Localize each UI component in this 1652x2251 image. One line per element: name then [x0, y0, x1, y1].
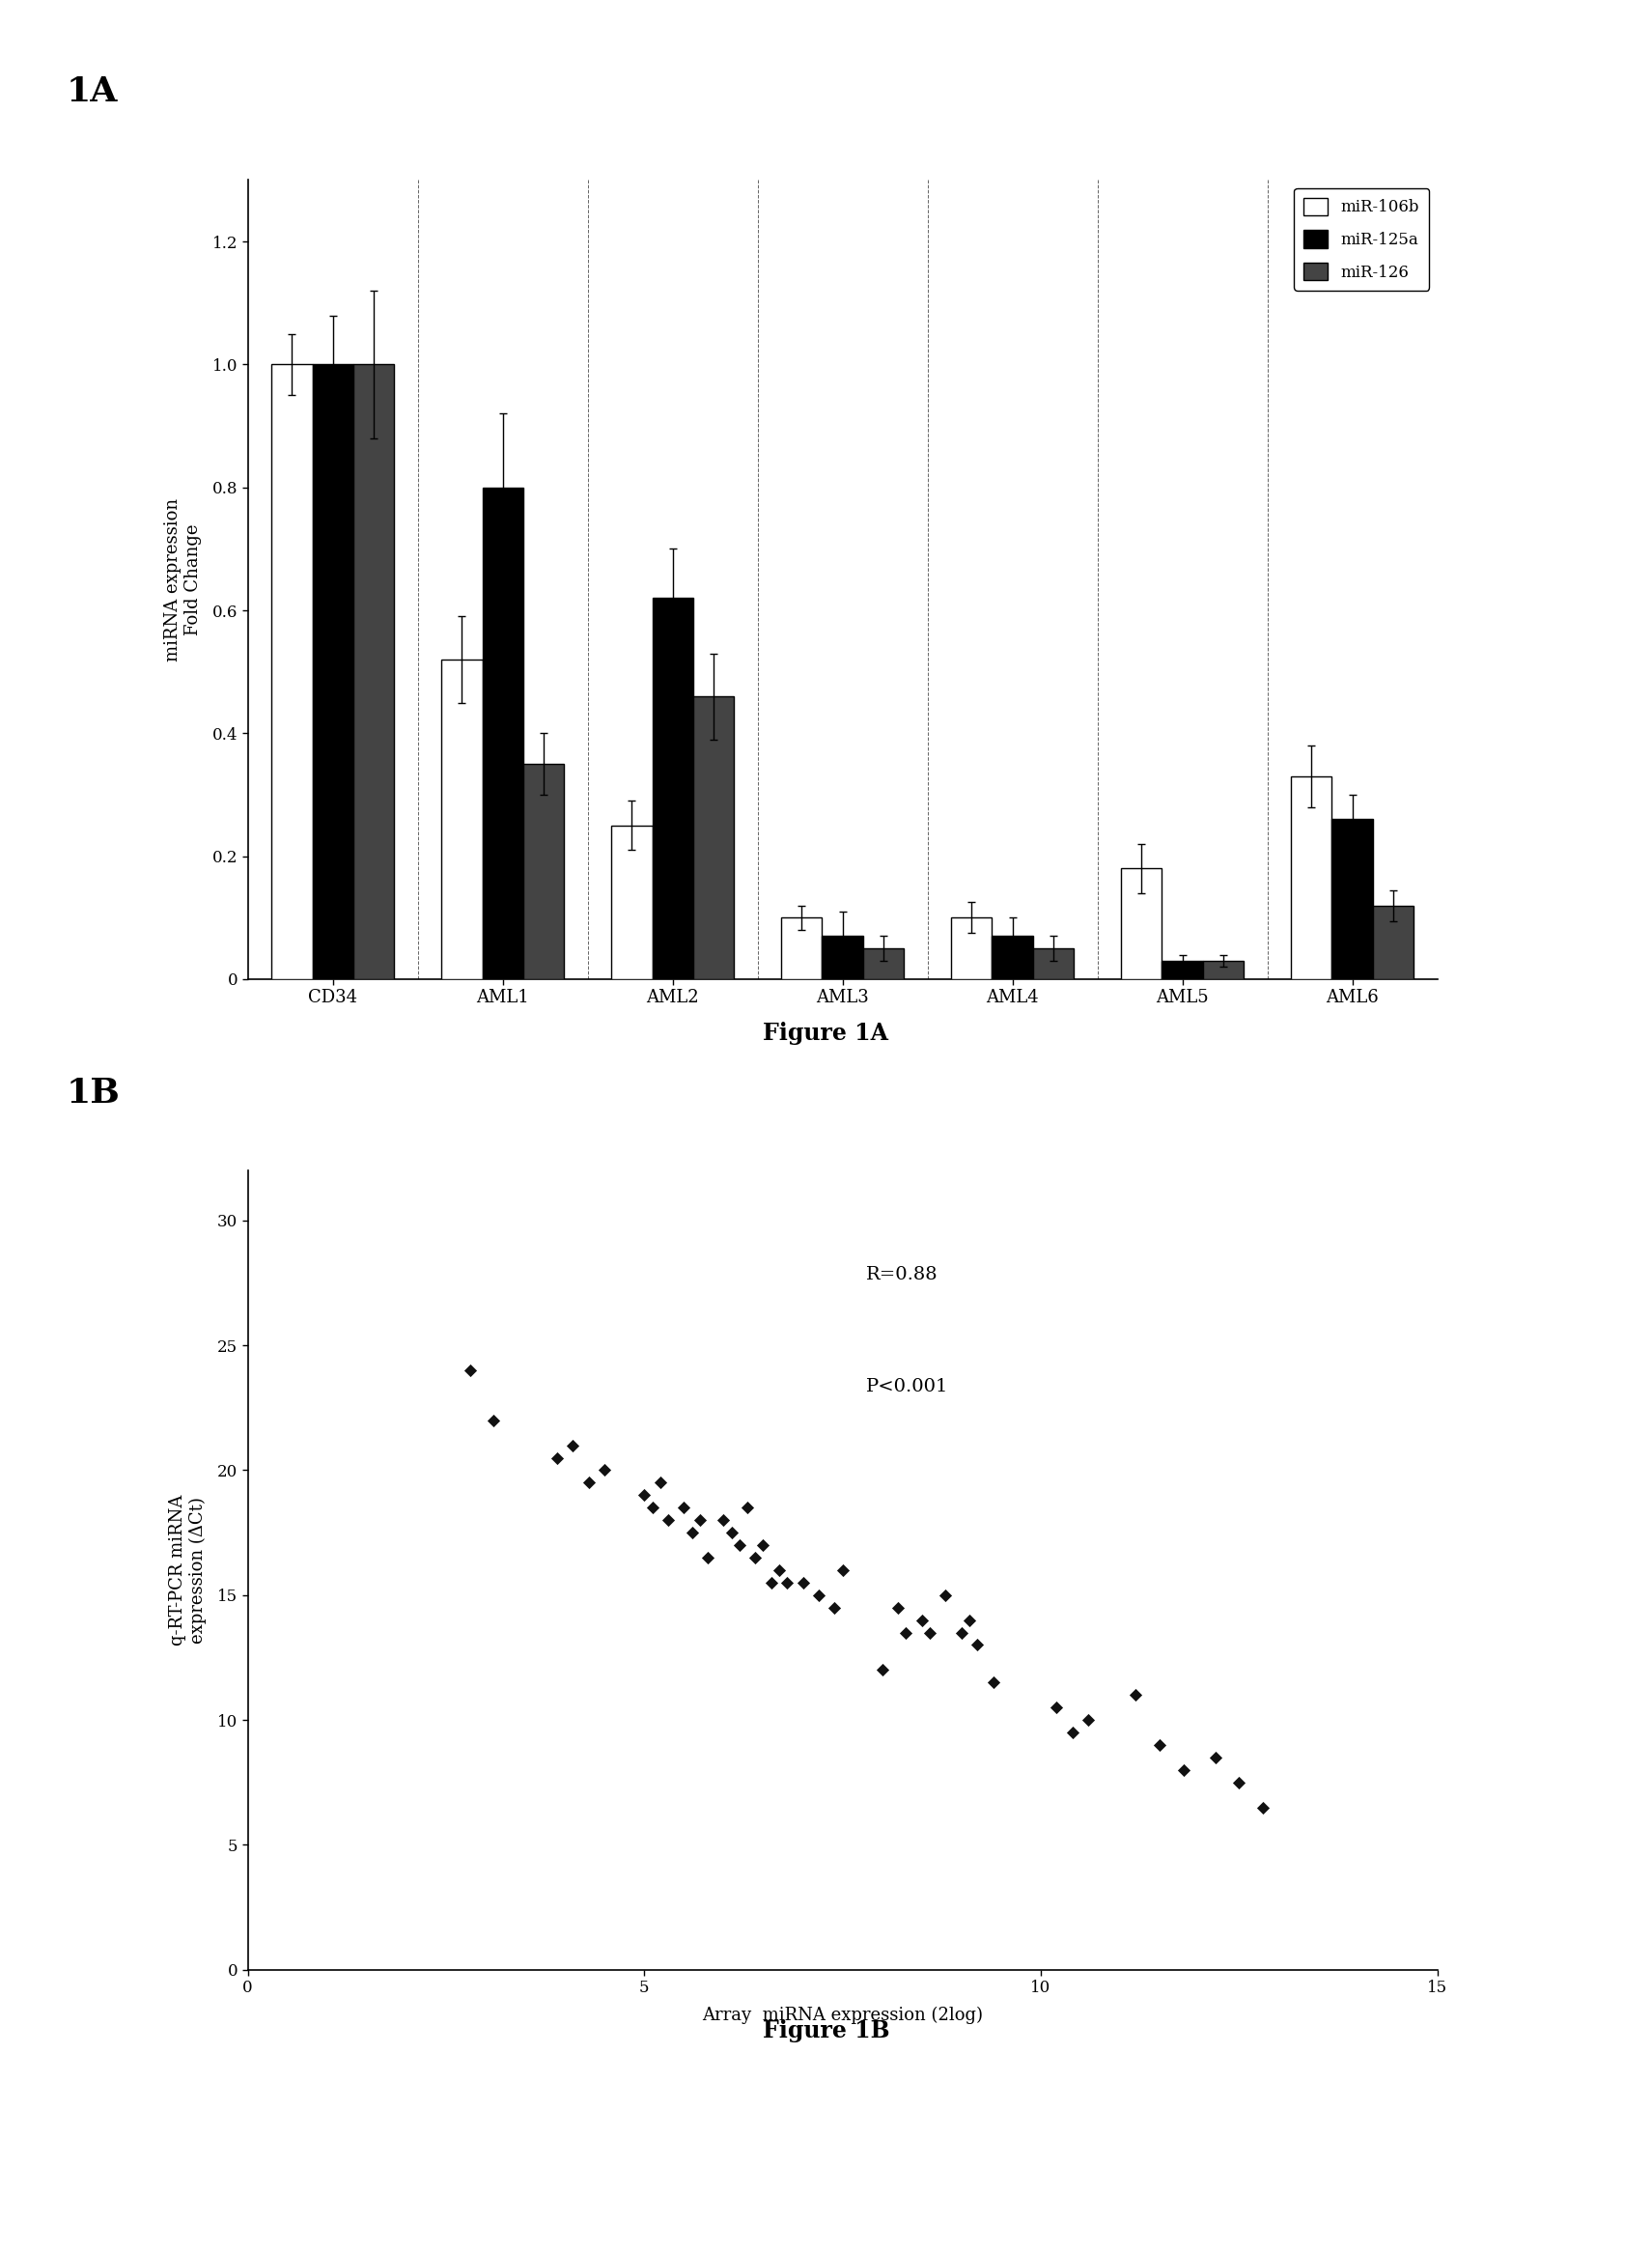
Point — [750, 1526, 776, 1562]
Point — [687, 1501, 714, 1537]
Bar — [354, 365, 393, 979]
Point — [456, 1353, 482, 1389]
Bar — [692, 696, 733, 979]
Bar — [524, 763, 563, 979]
Bar — [1292, 777, 1332, 979]
Point — [648, 1465, 674, 1501]
Point — [806, 1578, 833, 1614]
Point — [631, 1477, 657, 1513]
Bar — [611, 826, 653, 979]
Point — [481, 1402, 507, 1438]
Point — [654, 1501, 681, 1537]
Point — [892, 1614, 919, 1650]
Point — [909, 1603, 935, 1639]
Point — [758, 1564, 785, 1600]
Y-axis label: miRNA expression
Fold Change: miRNA expression Fold Change — [164, 497, 202, 662]
Point — [829, 1553, 856, 1589]
Point — [767, 1553, 793, 1589]
Bar — [312, 365, 354, 979]
Text: Figure 1A: Figure 1A — [763, 1022, 889, 1044]
Bar — [1161, 961, 1203, 979]
Bar — [271, 365, 312, 979]
Bar — [1122, 869, 1161, 979]
Bar — [1332, 819, 1373, 979]
Bar — [482, 488, 524, 979]
Y-axis label: q-RT-PCR miRNA
expression (ΔCt): q-RT-PCR miRNA expression (ΔCt) — [169, 1495, 206, 1645]
Point — [1146, 1727, 1173, 1763]
Text: 1A: 1A — [66, 74, 117, 108]
Point — [917, 1614, 943, 1650]
Bar — [1373, 905, 1414, 979]
Legend: miR-106b, miR-125a, miR-126: miR-106b, miR-125a, miR-126 — [1294, 189, 1429, 290]
Point — [790, 1564, 816, 1600]
Point — [1059, 1715, 1085, 1751]
Point — [639, 1490, 666, 1526]
Text: P<0.001: P<0.001 — [866, 1378, 948, 1396]
Bar — [653, 599, 692, 979]
Point — [1170, 1751, 1196, 1787]
Text: 1B: 1B — [66, 1076, 121, 1110]
Point — [742, 1540, 768, 1576]
Point — [591, 1452, 618, 1488]
Point — [1044, 1691, 1070, 1727]
Point — [948, 1614, 975, 1650]
Text: Figure 1B: Figure 1B — [763, 2019, 889, 2042]
Point — [821, 1589, 847, 1625]
Point — [679, 1515, 705, 1551]
Bar — [993, 936, 1032, 979]
Point — [710, 1501, 737, 1537]
Point — [1249, 1790, 1275, 1826]
Point — [727, 1526, 753, 1562]
Point — [560, 1427, 586, 1463]
Text: R=0.88: R=0.88 — [866, 1267, 938, 1283]
Point — [957, 1603, 983, 1639]
Bar — [823, 936, 862, 979]
Point — [1075, 1702, 1102, 1738]
X-axis label: Array  miRNA expression (2log): Array miRNA expression (2log) — [702, 2008, 983, 2024]
Bar — [781, 918, 823, 979]
Bar — [1032, 948, 1074, 979]
Point — [694, 1540, 720, 1576]
Point — [671, 1490, 697, 1526]
Bar — [952, 918, 993, 979]
Point — [773, 1564, 800, 1600]
Point — [1203, 1740, 1229, 1776]
Point — [965, 1627, 991, 1663]
Bar — [441, 660, 482, 979]
Point — [1226, 1765, 1252, 1801]
Point — [575, 1465, 601, 1501]
Point — [544, 1441, 570, 1477]
Point — [869, 1652, 895, 1688]
Point — [733, 1490, 760, 1526]
Bar — [862, 948, 904, 979]
Point — [885, 1589, 912, 1625]
Point — [980, 1663, 1006, 1700]
Point — [719, 1515, 745, 1551]
Bar — [1203, 961, 1244, 979]
Point — [932, 1578, 958, 1614]
Point — [1123, 1677, 1150, 1713]
